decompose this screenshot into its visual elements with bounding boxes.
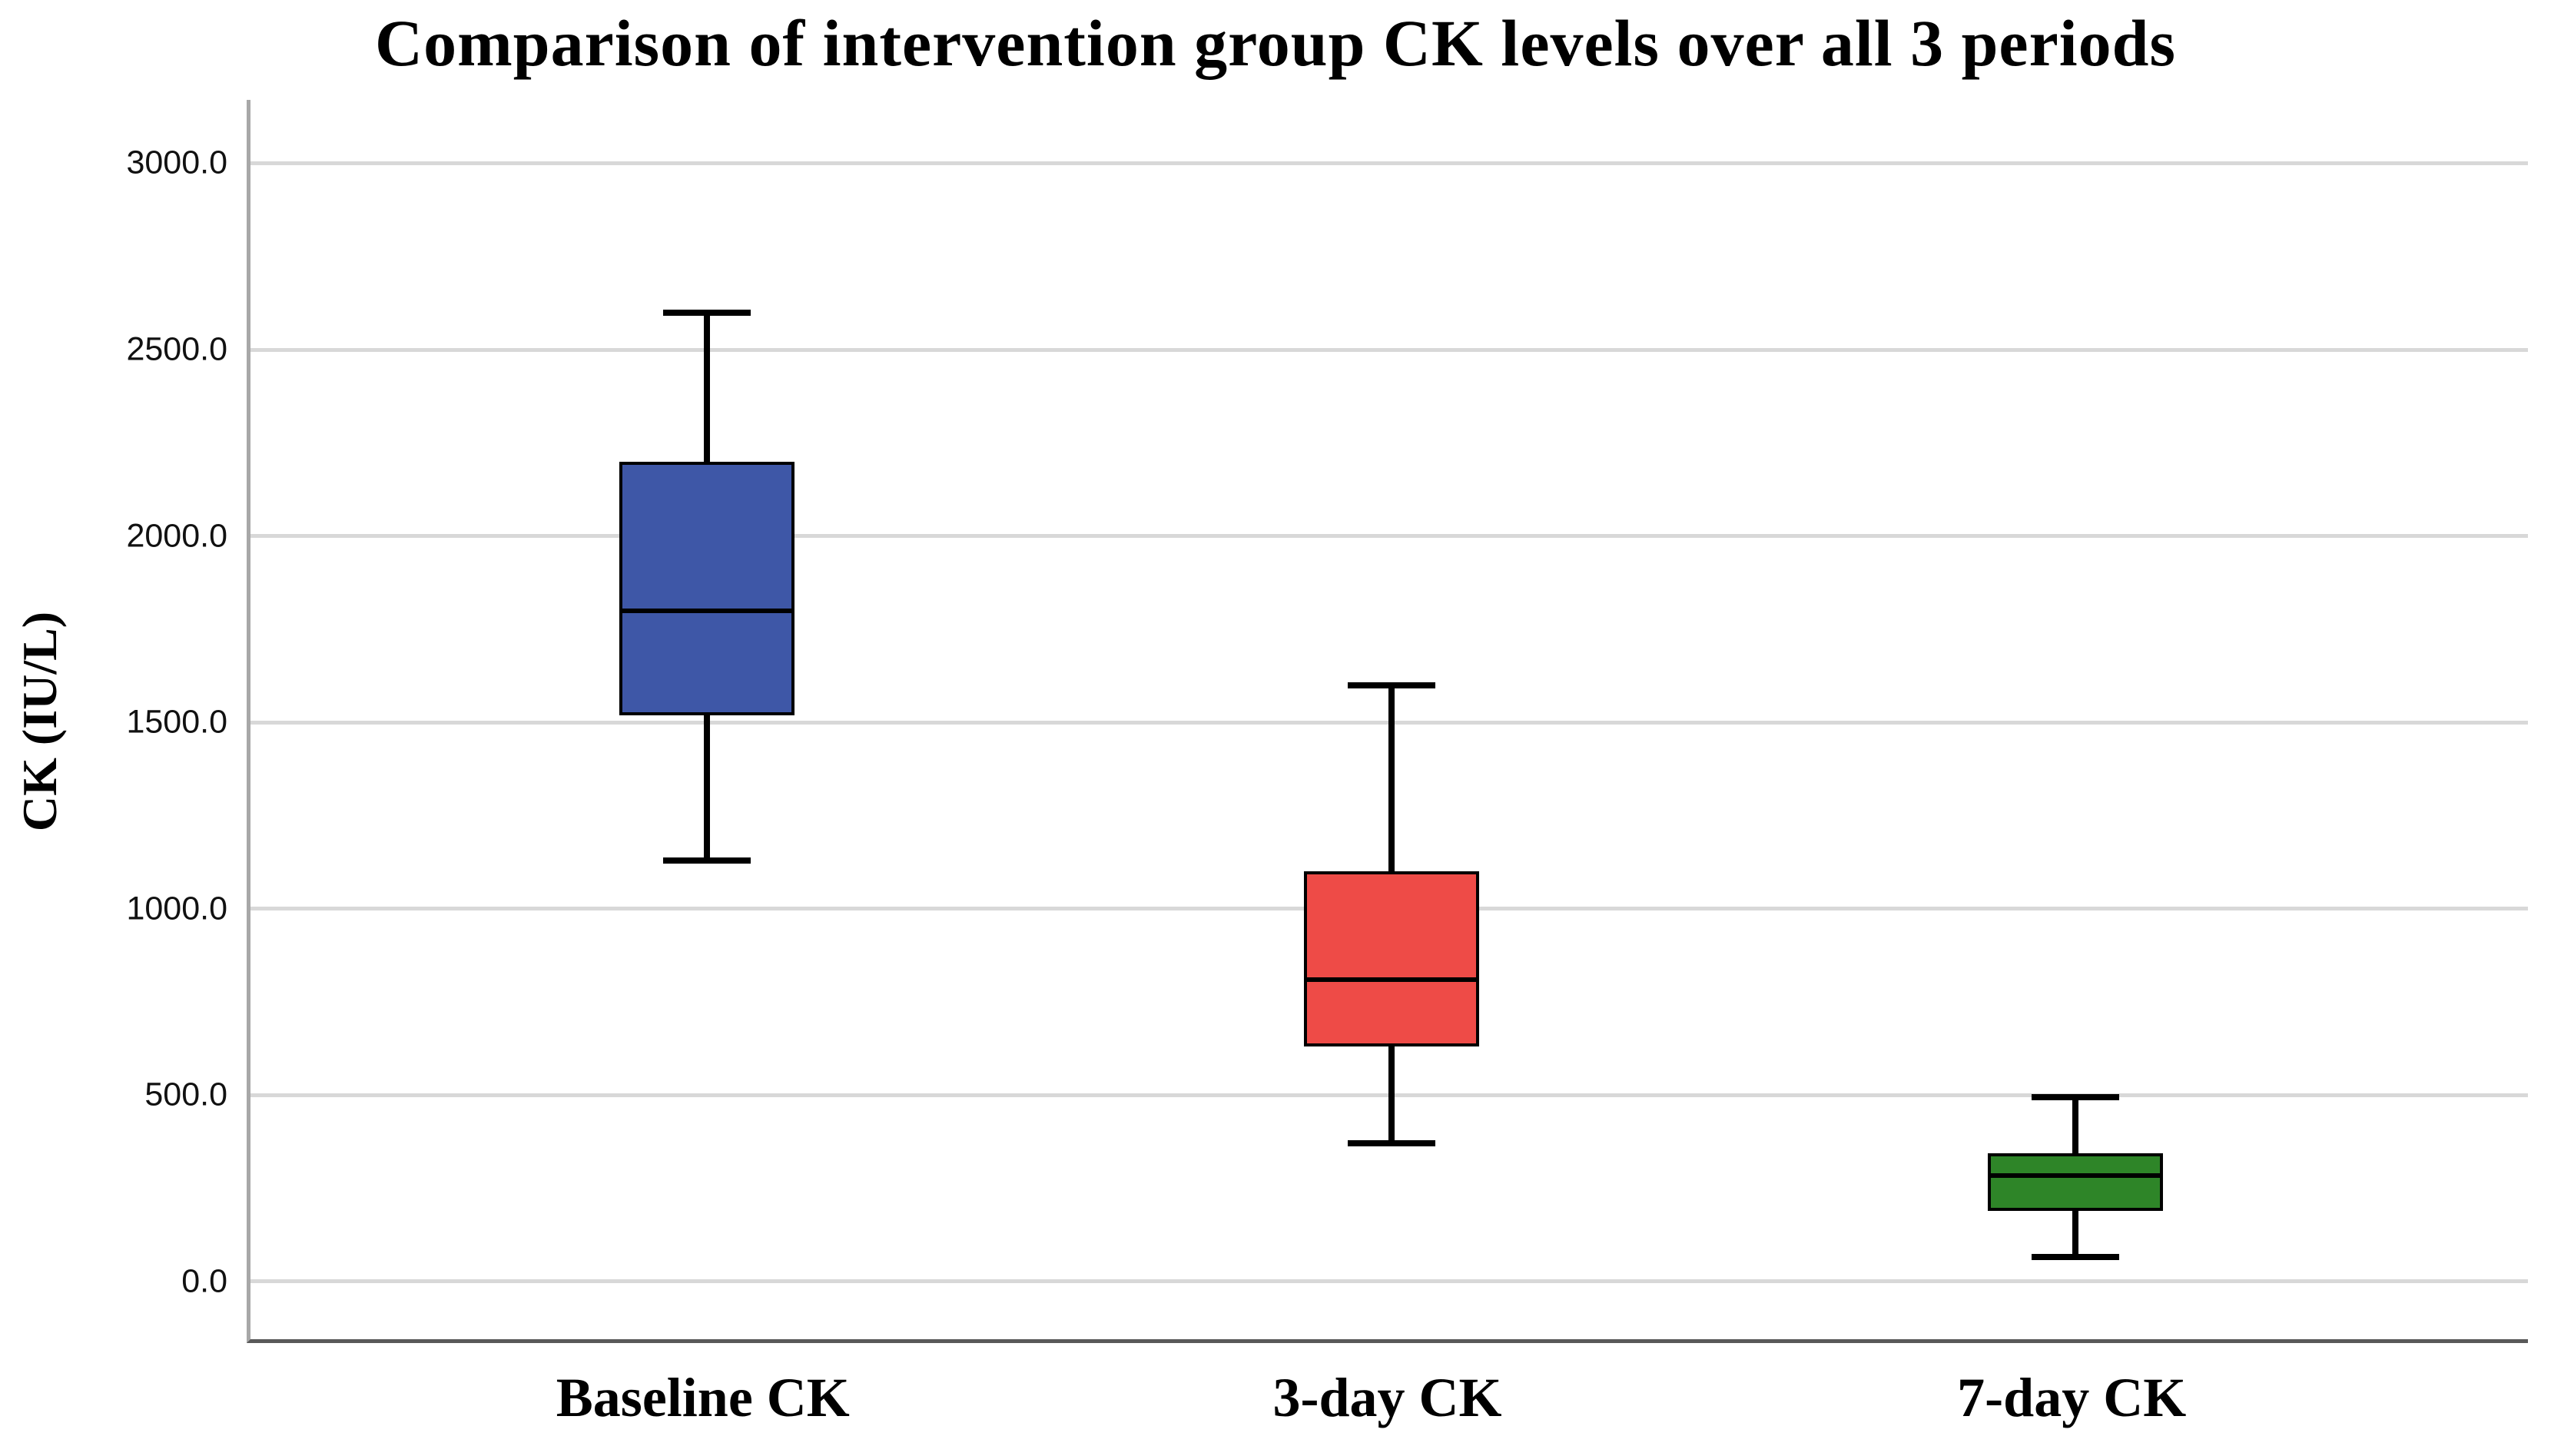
lower-whisker-cap-baseline-ck <box>662 857 751 864</box>
y-tick-label-0-0: 0.0 <box>181 1262 227 1300</box>
y-tick-label-1000-0: 1000.0 <box>126 890 227 927</box>
median-line-7-day-ck <box>1988 1172 2164 1178</box>
lower-whisker-stem-3-day-ck <box>1388 1046 1395 1144</box>
median-line-3-day-ck <box>1303 977 1479 982</box>
median-line-baseline-ck <box>619 608 794 613</box>
plot-area <box>247 100 2528 1343</box>
lower-whisker-stem-7-day-ck <box>2072 1210 2079 1258</box>
category-label-3-day-ck: 3-day CK <box>1272 1367 1502 1428</box>
y-tick-label-2500-0: 2500.0 <box>126 330 227 368</box>
chart-title: Comparison of intervention group CK leve… <box>375 6 2176 80</box>
category-label-baseline-ck: Baseline CK <box>556 1367 850 1428</box>
upper-whisker-stem-7-day-ck <box>2072 1096 2079 1153</box>
upper-whisker-stem-baseline-ck <box>703 312 710 462</box>
lower-whisker-stem-baseline-ck <box>703 715 710 861</box>
lower-whisker-cap-3-day-ck <box>1347 1140 1435 1147</box>
y-tick-label-500-0: 500.0 <box>144 1076 227 1113</box>
box-baseline-ck <box>619 461 794 715</box>
upper-whisker-cap-3-day-ck <box>1347 682 1435 688</box>
y-tick-label-3000-0: 3000.0 <box>126 144 227 181</box>
gridline-2500-0 <box>250 347 2528 352</box>
box-7-day-ck <box>1988 1153 2164 1211</box>
y-tick-label-1500-0: 1500.0 <box>126 703 227 741</box>
y-tick-label-2000-0: 2000.0 <box>126 517 227 555</box>
upper-whisker-cap-7-day-ck <box>2032 1093 2120 1100</box>
category-label-7-day-ck: 7-day CK <box>1957 1367 2187 1428</box>
gridline-3000-0 <box>250 161 2528 165</box>
upper-whisker-cap-baseline-ck <box>662 309 751 316</box>
box-3-day-ck <box>1303 871 1479 1047</box>
lower-whisker-cap-7-day-ck <box>2032 1254 2120 1261</box>
gridline-0-0 <box>250 1279 2528 1284</box>
upper-whisker-stem-3-day-ck <box>1388 685 1395 872</box>
gridline-2000-0 <box>250 534 2528 539</box>
